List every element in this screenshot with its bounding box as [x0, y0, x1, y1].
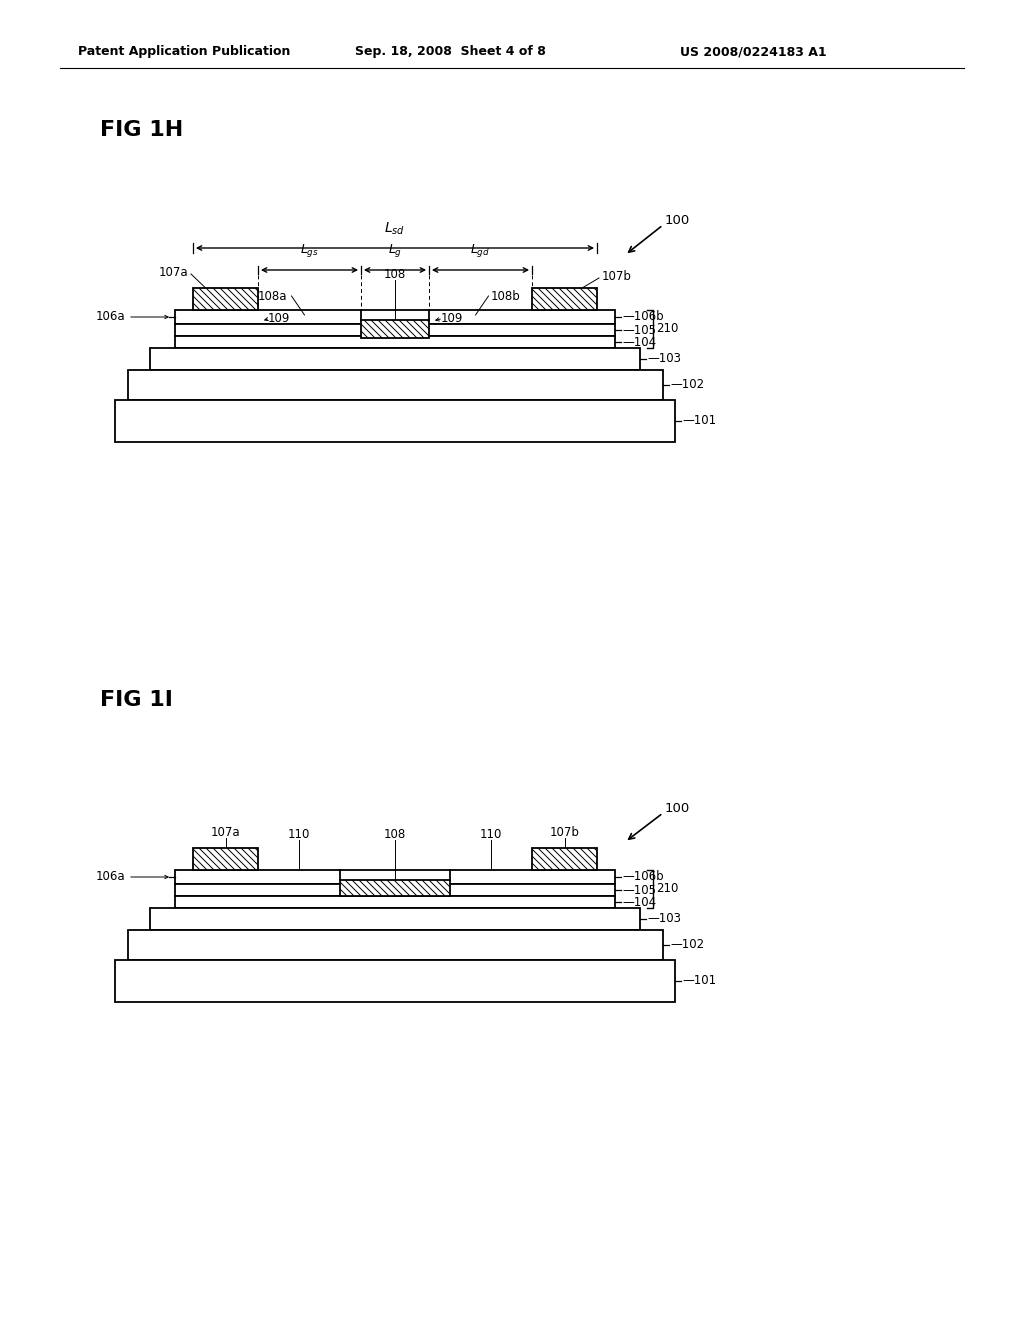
Bar	[193, 847, 258, 870]
Bar	[150, 348, 640, 370]
Text: 106a: 106a	[95, 310, 125, 323]
Text: —104: —104	[622, 335, 656, 348]
Text: 100: 100	[665, 801, 690, 814]
Bar	[175, 310, 615, 323]
Text: 107b: 107b	[550, 825, 580, 838]
Text: $L_{gs}$: $L_{gs}$	[300, 242, 318, 259]
Text: —104: —104	[622, 895, 656, 908]
Bar	[340, 880, 450, 896]
Bar	[532, 288, 597, 310]
Bar	[193, 288, 258, 310]
Text: 108b: 108b	[490, 289, 520, 302]
Text: Sep. 18, 2008  Sheet 4 of 8: Sep. 18, 2008 Sheet 4 of 8	[355, 45, 546, 58]
Text: —101: —101	[682, 974, 716, 987]
Text: —106b: —106b	[622, 310, 664, 323]
Bar	[115, 400, 675, 442]
Text: $L_{g}$: $L_{g}$	[388, 242, 402, 259]
Text: 107a: 107a	[211, 825, 241, 838]
Bar	[150, 908, 640, 931]
Bar	[361, 319, 429, 338]
Text: —102: —102	[670, 379, 705, 392]
Text: FIG 1I: FIG 1I	[100, 690, 173, 710]
Bar	[128, 931, 663, 960]
Text: 109: 109	[268, 312, 291, 325]
Text: 108: 108	[384, 828, 407, 841]
Text: US 2008/0224183 A1: US 2008/0224183 A1	[680, 45, 826, 58]
Text: —105: —105	[622, 323, 656, 337]
Text: —105: —105	[622, 883, 656, 896]
Text: 106a: 106a	[95, 870, 125, 883]
Text: —102: —102	[670, 939, 705, 952]
Bar	[532, 847, 597, 870]
Text: Patent Application Publication: Patent Application Publication	[78, 45, 291, 58]
Text: —103: —103	[647, 352, 681, 366]
Text: 108a: 108a	[258, 289, 288, 302]
Text: —101: —101	[682, 414, 716, 428]
Text: $L_{gd}$: $L_{gd}$	[470, 242, 490, 259]
Text: FIG 1H: FIG 1H	[100, 120, 183, 140]
Text: 107a: 107a	[159, 265, 188, 279]
Text: $L_{sd}$: $L_{sd}$	[384, 220, 406, 238]
Bar	[340, 880, 450, 896]
Bar	[175, 323, 615, 337]
Text: 100: 100	[665, 214, 690, 227]
Text: 110: 110	[480, 828, 502, 841]
Text: 109: 109	[441, 312, 464, 325]
Bar	[175, 870, 615, 884]
Bar	[175, 337, 615, 348]
Text: 108: 108	[384, 268, 407, 281]
Text: 110: 110	[288, 828, 310, 841]
Bar	[128, 370, 663, 400]
Text: 210: 210	[656, 883, 678, 895]
Text: —106b: —106b	[622, 870, 664, 883]
Bar	[193, 288, 258, 310]
Bar	[532, 847, 597, 870]
Bar	[175, 896, 615, 908]
Bar	[193, 847, 258, 870]
Bar	[532, 288, 597, 310]
Bar	[175, 884, 615, 896]
Text: —103: —103	[647, 912, 681, 925]
Bar	[361, 319, 429, 338]
Bar	[115, 960, 675, 1002]
Text: 107b: 107b	[602, 269, 632, 282]
Text: 210: 210	[656, 322, 678, 335]
